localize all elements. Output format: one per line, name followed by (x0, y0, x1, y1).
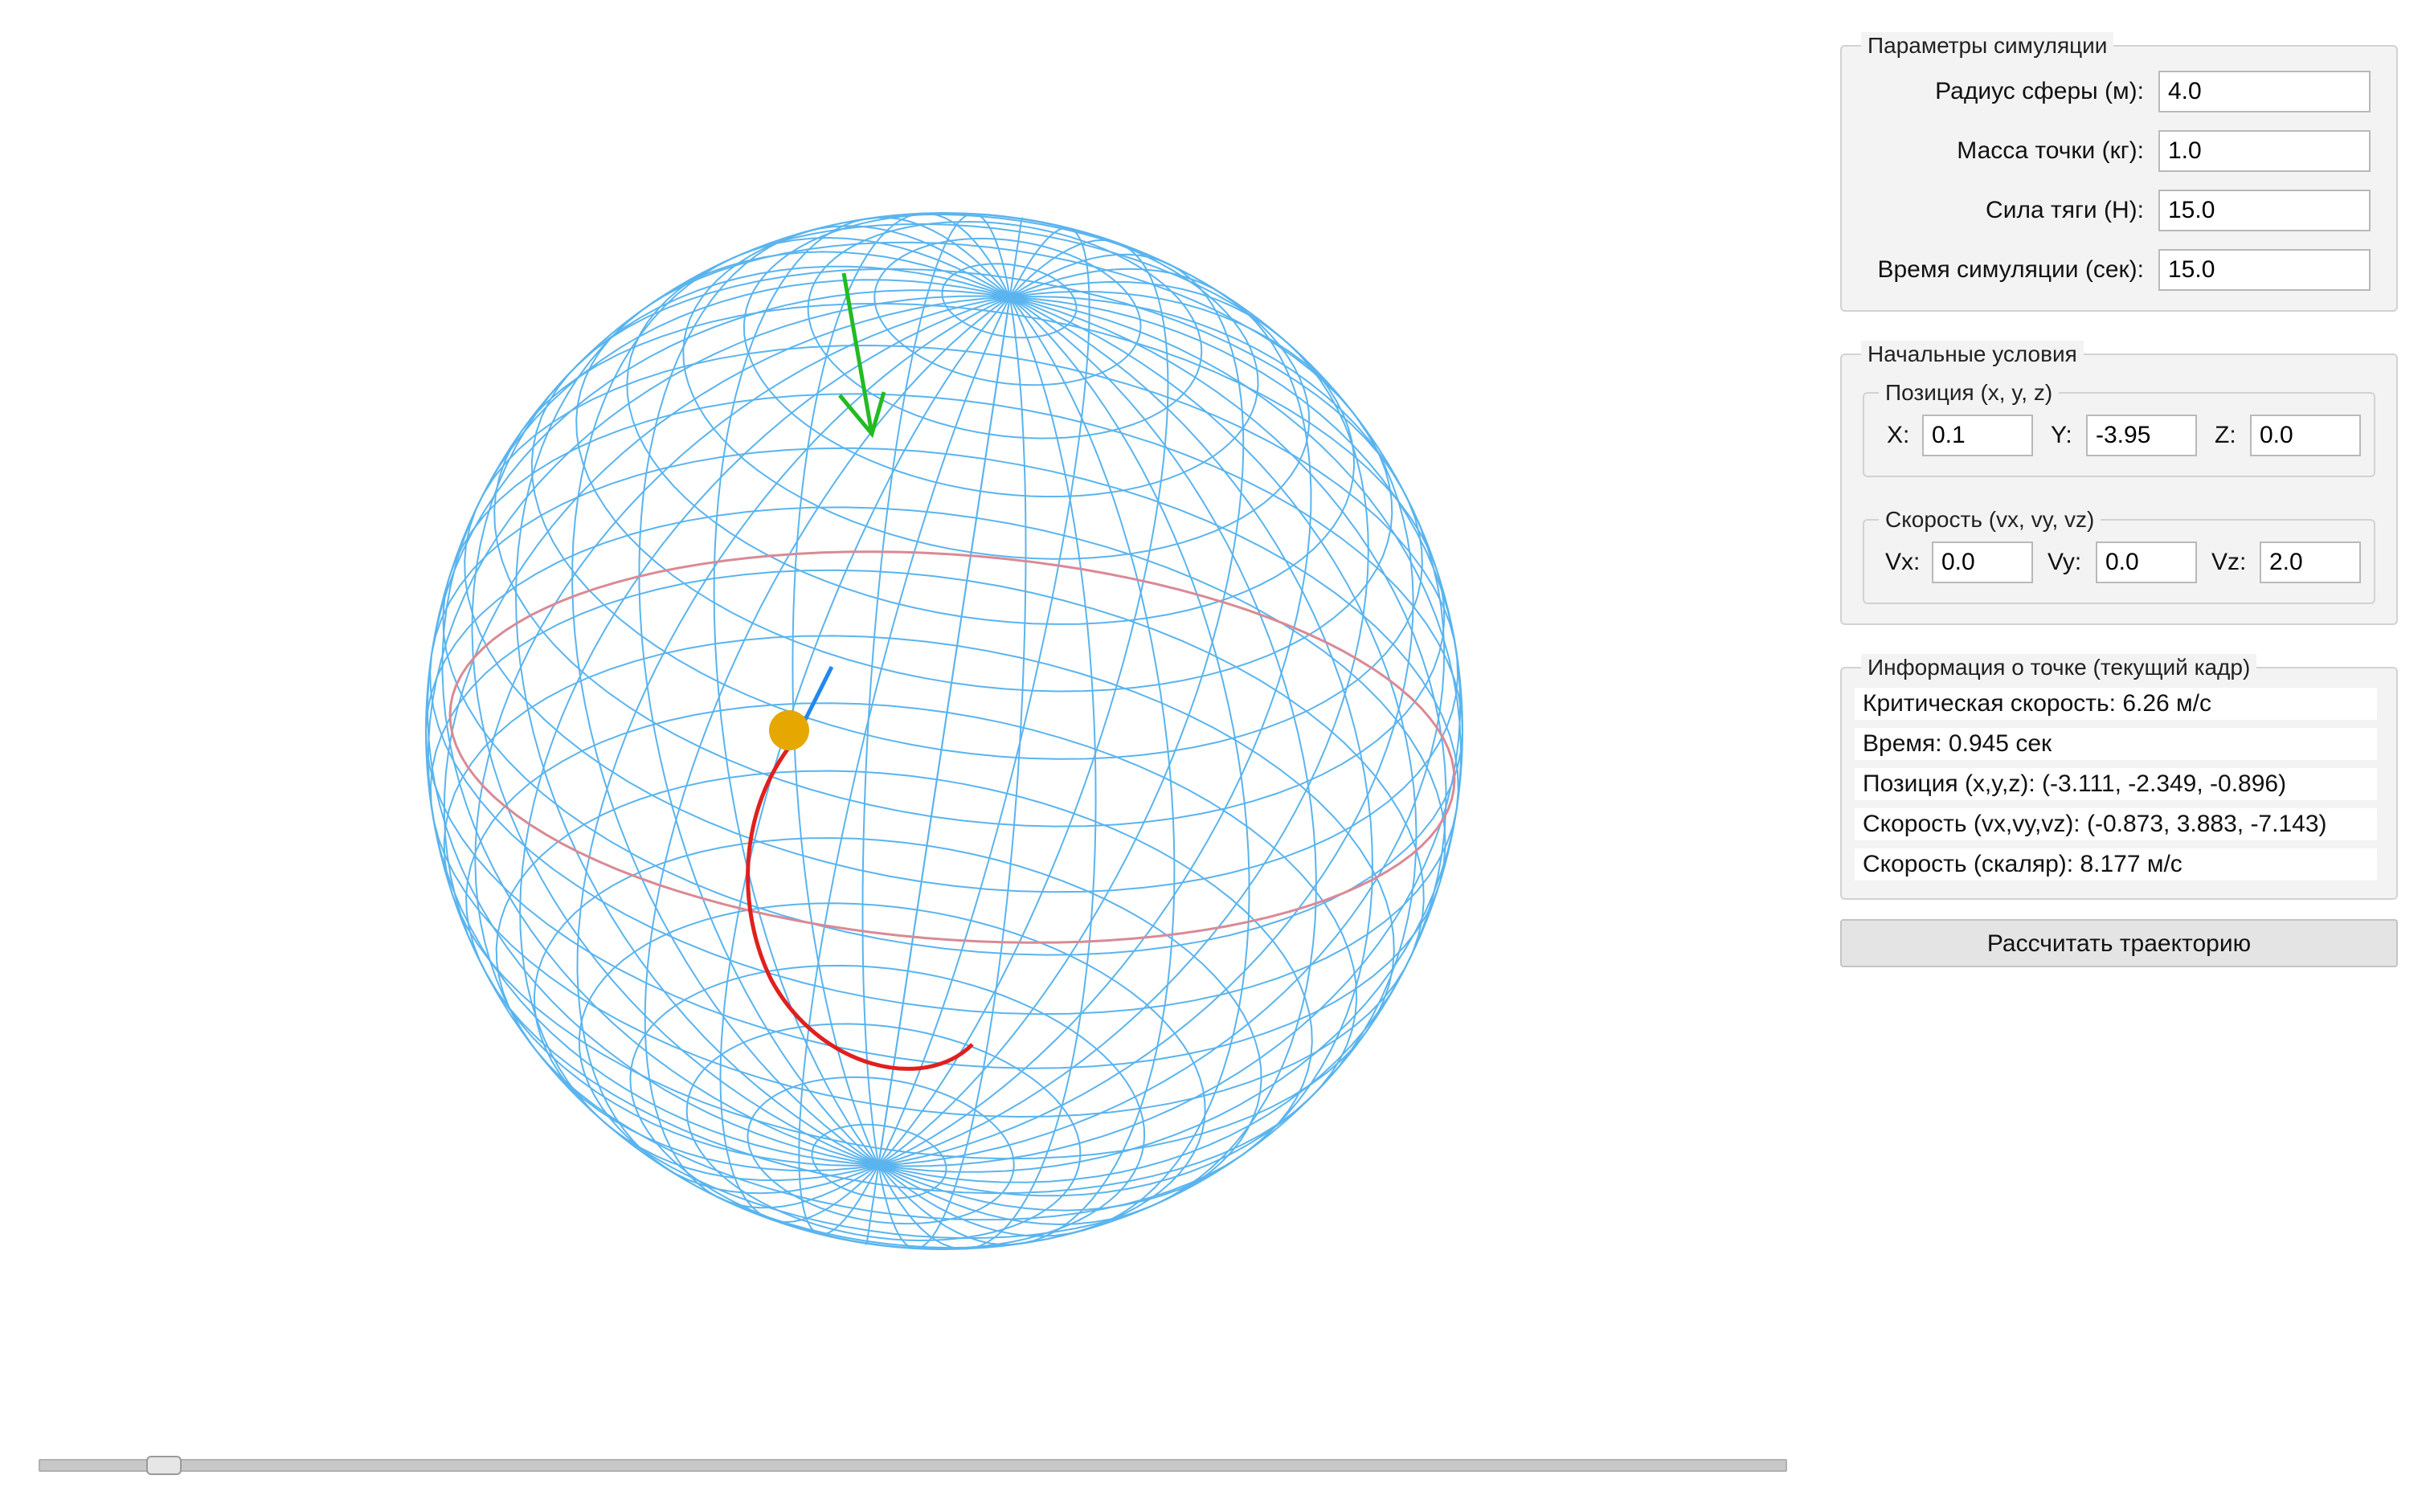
sphere-grid-line (713, 216, 1011, 1166)
point-info-title: Информация о точке (текущий кадр) (1861, 654, 2257, 681)
equator-ring (448, 550, 1456, 944)
time-label: Время симуляции (сек): (1877, 256, 2144, 283)
vz-label: Vz: (2211, 549, 2247, 575)
y-label: Y: (2051, 422, 2072, 448)
sphere-3d-view[interactable] (0, 0, 1816, 1446)
sphere-grid-line (792, 212, 1011, 1166)
sphere-wireframe (425, 212, 1463, 1250)
vz-input[interactable]: 2.0 (2260, 541, 2361, 583)
vx-input[interactable]: 0.0 (1932, 541, 2033, 583)
sphere-grid-line (427, 289, 1010, 1167)
sphere-grid-line (474, 296, 1010, 1172)
sphere-grid-line (878, 296, 1447, 1183)
vy-input[interactable]: 0.0 (2096, 541, 2197, 583)
sphere-grid-line (571, 236, 1011, 1167)
sphere-grid-line (576, 296, 1011, 1195)
sphere-outline (425, 212, 1463, 1250)
animation-slider-track[interactable] (39, 1459, 1787, 1472)
time-text: Время: 0.945 сек (1855, 728, 2377, 760)
time-input[interactable]: 15.0 (2158, 249, 2371, 291)
vx-label: Vx: (1885, 549, 1921, 575)
sphere-grid-line (644, 296, 1011, 1209)
radius-input[interactable]: 4.0 (2158, 71, 2371, 112)
calculate-trajectory-button[interactable]: Рассчитать траекторию (1840, 919, 2398, 967)
vy-label: Vy: (2048, 549, 2082, 575)
sphere-grid-line (441, 279, 1010, 1167)
sphere-grid-line (878, 296, 1250, 1237)
sphere-grid-line (427, 295, 1010, 1167)
thrust-input[interactable]: 15.0 (2158, 190, 2371, 231)
position-text: Позиция (x,y,z): (-3.111, -2.349, -0.896… (1855, 768, 2377, 800)
sphere-grid-line (878, 296, 1446, 1167)
thrust-label: Сила тяги (Н): (1986, 197, 2144, 223)
sphere-grid-line (878, 268, 1312, 1167)
z-label: Z: (2215, 422, 2236, 448)
velocity-arrow (801, 665, 834, 725)
sphere-grid-line (878, 216, 1023, 1166)
radius-label: Радиус сферы (м): (1935, 78, 2144, 104)
sphere-grid-line (514, 251, 1011, 1167)
velocity-text: Скорость (vx,vy,vz): (-0.873, 3.883, -7.… (1855, 808, 2377, 840)
sphere-grid-line (861, 213, 1011, 1166)
gravity-arrow (838, 272, 886, 439)
mass-point (769, 710, 809, 750)
sphere-grid-line (878, 296, 1374, 1212)
sphere-grid-line (878, 296, 1462, 1167)
x-label: X: (1887, 422, 1910, 448)
speed-text: Скорость (скаляр): 8.177 м/с (1855, 848, 2377, 881)
sphere-grid-line (878, 296, 1418, 1197)
x-input[interactable]: 0.1 (1922, 415, 2033, 456)
sphere-grid-line (878, 253, 1245, 1167)
sphere-grid-line (443, 296, 1010, 1167)
sphere-grid-line (878, 296, 1462, 1173)
sphere-grid-line (878, 280, 1369, 1167)
mass-input[interactable]: 1.0 (2158, 130, 2371, 172)
critical-speed-text: Критическая скорость: 6.26 м/с (1855, 688, 2377, 720)
y-input[interactable]: -3.95 (2086, 415, 2197, 456)
mass-label: Масса точки (кг): (1957, 137, 2144, 164)
z-input[interactable]: 0.0 (2250, 415, 2361, 456)
sphere-grid-line (878, 296, 1176, 1246)
sim-params-title: Параметры симуляции (1861, 32, 2114, 59)
sphere-grid-line (878, 290, 1414, 1167)
position-title: Позиция (x, y, z) (1879, 379, 2060, 407)
sphere-grid-line (878, 239, 1169, 1166)
trajectory-path (746, 746, 974, 1071)
sphere-grid-line (638, 225, 1011, 1167)
sphere-grid-line (878, 296, 1027, 1249)
velocity-title: Скорость (vx, vy, vz) (1879, 506, 2101, 533)
initial-conditions-title: Начальные условия (1861, 341, 2084, 368)
animation-slider-handle[interactable] (146, 1456, 182, 1475)
sphere-grid-line (471, 265, 1011, 1167)
